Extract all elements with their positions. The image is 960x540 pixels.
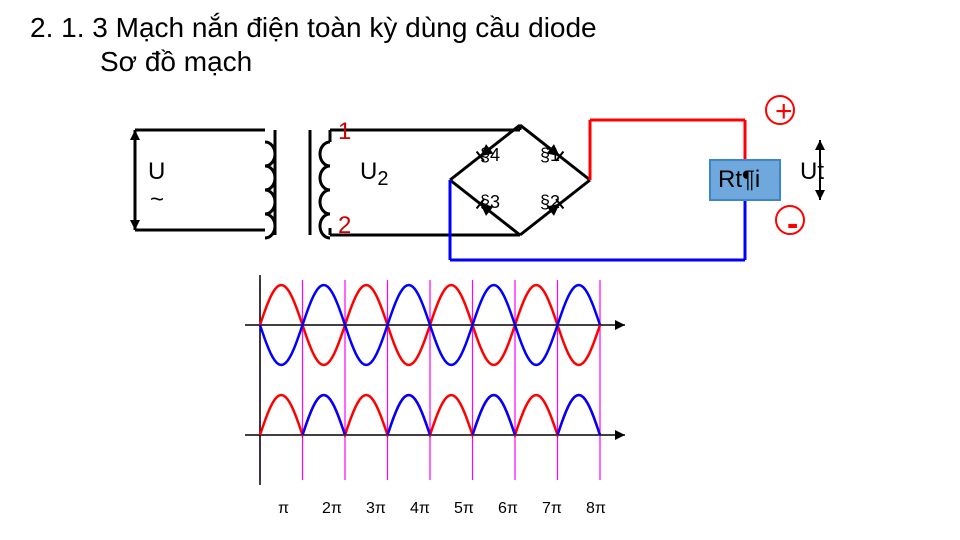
output-label: Ut [800, 158, 824, 186]
input-label: U [148, 158, 165, 186]
diode-1: §1 [540, 145, 560, 166]
diagram-svg [0, 0, 960, 540]
tick-4: 5π [454, 500, 474, 518]
load-label: Rt¶i [718, 166, 760, 194]
tick-5: 6π [498, 500, 518, 518]
diode-2: §2 [540, 192, 560, 213]
plus-sign: + [775, 95, 793, 129]
u2-sub: 2 [377, 168, 388, 190]
diode-4: §4 [480, 145, 500, 166]
diode-3: §3 [480, 192, 500, 213]
node-2: 2 [338, 212, 351, 240]
tick-3: 4π [410, 500, 430, 518]
tick-0: π [278, 500, 289, 518]
diagram-root: 2. 1. 3 Mạch nắn điện toàn kỳ dùng cầu d… [0, 0, 960, 540]
tick-1: 2π [322, 500, 342, 518]
tick-6: 7π [542, 500, 562, 518]
tick-2: 3π [366, 500, 386, 518]
node-1: 1 [338, 118, 351, 146]
u2-label: U2 [360, 158, 388, 191]
tick-7: 8π [586, 500, 606, 518]
u2-u: U [360, 158, 377, 185]
input-tilde: ~ [150, 186, 164, 214]
minus-sign: - [787, 205, 798, 244]
